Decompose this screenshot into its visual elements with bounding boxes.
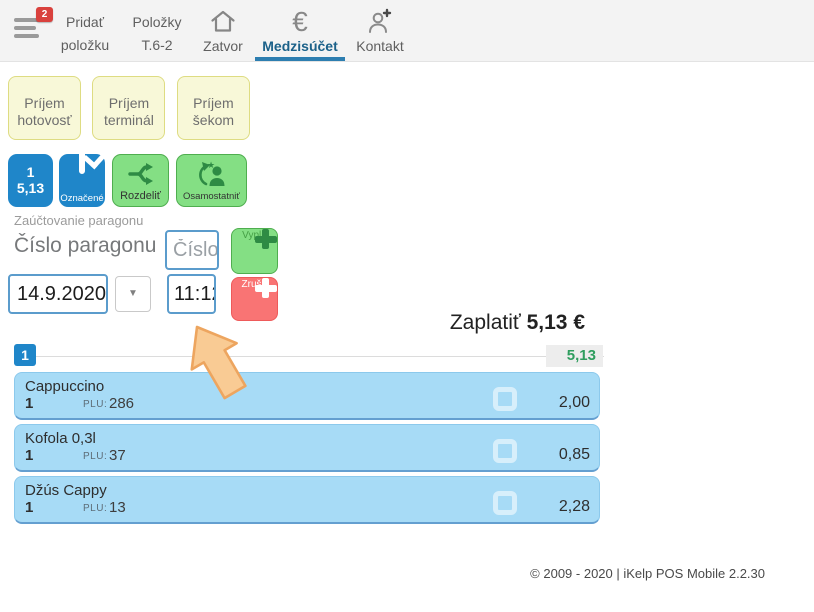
plu-label: PLU: — [83, 451, 108, 462]
copyright-text: © 2009 - 2020 | iKelp POS Mobile 2.2.30 — [530, 566, 765, 581]
button-label: hotovosť — [17, 112, 72, 128]
nav-label: T.6-2 — [141, 37, 173, 53]
nav-item-medzisucet[interactable]: € Medzisúčet — [252, 0, 348, 62]
caret-down-icon: ▼ — [128, 288, 138, 299]
group-index-badge[interactable]: 1 — [14, 344, 36, 366]
nav-label: Pridať — [66, 14, 104, 30]
table-row[interactable]: Cappuccino 1 PLU: 286 2,00 — [14, 372, 600, 420]
button-label: Rozdeliť — [120, 190, 161, 202]
item-quantity: 1 — [25, 447, 34, 464]
vypln-button[interactable]: Vyplň — [231, 228, 278, 274]
nav-item-pridat-polozku[interactable]: Pridať položku — [52, 0, 118, 62]
table-row[interactable]: Džús Cappy 1 PLU: 13 2,28 — [14, 476, 600, 524]
nav-label: Položky — [132, 14, 182, 30]
checkbox-icon[interactable] — [493, 439, 517, 463]
nav-label: Zatvor — [203, 38, 243, 54]
person-plus-icon — [348, 8, 412, 36]
svg-text:★: ★ — [207, 160, 215, 170]
button-label: Príjem — [24, 95, 65, 111]
item-price: 0,85 — [558, 446, 590, 463]
summary-count: 1 — [26, 164, 35, 180]
pay-label: Zaplatiť — [449, 311, 521, 334]
nav-item-polozky[interactable]: Položky T.6-2 — [124, 0, 190, 62]
nav-item-zatvor[interactable]: Zatvor — [194, 0, 252, 62]
button-label: Príjem — [108, 95, 150, 111]
nav-item-kontakt[interactable]: Kontakt — [348, 0, 412, 62]
nav-label: položku — [60, 37, 110, 53]
group-divider — [14, 356, 604, 357]
checkbox-check-icon — [79, 151, 85, 174]
button-label: Príjem — [193, 95, 234, 111]
prijem-hotovost-button[interactable]: Príjem hotovosť — [8, 76, 81, 140]
plu-label: PLU: — [83, 503, 108, 514]
item-price: 2,00 — [558, 394, 590, 411]
summary-count-button[interactable]: 1 5,13 — [8, 154, 53, 207]
pay-total-line: Zaplatiť 5,13 € — [0, 311, 585, 335]
button-label: Osamostatniť — [183, 191, 240, 202]
item-quantity: 1 — [25, 395, 34, 412]
group-total: 5,13 — [546, 345, 603, 367]
item-name: Cappuccino — [25, 378, 105, 395]
nav-label: Kontakt — [356, 38, 404, 54]
pay-amount: 5,13 € — [526, 311, 585, 334]
action-buttons-row: 1 5,13 Označené Rozdeliť ★ Osamostatniť — [0, 151, 400, 208]
item-price: 2,28 — [558, 498, 590, 515]
button-label: Zrušiť — [241, 279, 268, 290]
table-row[interactable]: Kofola 0,3l 1 PLU: 37 0,85 — [14, 424, 600, 472]
plu-value: 13 — [109, 499, 126, 516]
euro-icon: € — [292, 6, 308, 37]
split-icon — [127, 163, 153, 185]
plu-value: 286 — [109, 395, 135, 412]
checkbox-icon[interactable] — [493, 491, 517, 515]
date-dropdown-button[interactable]: ▼ — [115, 276, 151, 312]
item-name: Kofola 0,3l — [25, 430, 96, 447]
menu-button[interactable]: 2 — [14, 7, 58, 48]
rozdelit-button[interactable]: Rozdeliť — [112, 154, 169, 207]
button-label: terminál — [104, 112, 154, 128]
prijem-terminal-button[interactable]: Príjem terminál — [92, 76, 166, 140]
payment-buttons-row: Príjem hotovosť Príjem terminál Príjem š… — [8, 76, 257, 140]
menu-badge: 2 — [36, 7, 53, 22]
nav-label: Medzisúčet — [262, 38, 338, 54]
time-input[interactable] — [167, 274, 216, 314]
button-label: Označené — [60, 193, 104, 204]
button-label: Vyplň — [242, 230, 267, 241]
item-quantity: 1 — [25, 499, 34, 516]
osamostatnit-button[interactable]: ★ Osamostatniť — [176, 154, 247, 207]
date-input[interactable] — [8, 274, 108, 314]
hamburger-icon — [14, 18, 58, 38]
prijem-sekom-button[interactable]: Príjem šekom — [176, 76, 250, 140]
button-label: šekom — [192, 112, 235, 128]
plu-label: PLU: — [83, 399, 108, 410]
plu-value: 37 — [109, 447, 126, 464]
zrusit-button[interactable]: Zrušiť — [231, 277, 278, 321]
person-star-icon: ★ — [198, 160, 224, 186]
checkbox-icon[interactable] — [493, 387, 517, 411]
oznacene-button[interactable]: Označené — [59, 151, 105, 207]
receipt-number-label: Číslo paragonu — [14, 234, 157, 257]
active-tab-underline — [255, 57, 345, 61]
summary-amount: 5,13 — [16, 180, 45, 196]
item-name: Džús Cappy — [25, 482, 107, 499]
section-label: Zaúčtovanie paragonu — [14, 213, 144, 228]
home-icon — [194, 8, 252, 36]
top-navbar: 2 Pridať položku Položky T.6-2 Zatvor € … — [0, 0, 814, 62]
receipt-number-input[interactable] — [165, 230, 219, 270]
